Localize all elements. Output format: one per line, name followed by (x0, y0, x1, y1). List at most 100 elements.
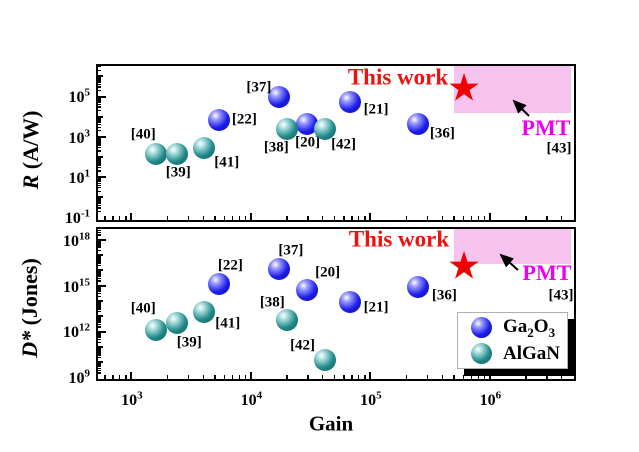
legend-item-ga2o3: Ga2O3 (458, 317, 567, 339)
y-minor-tick (98, 243, 101, 246)
y-minor-tick (98, 259, 101, 261)
y-minor-tick (98, 100, 101, 102)
x-minor-tick (333, 216, 336, 220)
x-minor-tick (214, 216, 216, 220)
this-work-label-bottom: This work (348, 226, 450, 252)
x-minor-tick (119, 375, 121, 379)
x-minor-tick (483, 216, 486, 220)
x-minor-tick (286, 216, 288, 220)
data-point-ga2o3 (407, 275, 430, 298)
y-minor-tick (98, 190, 101, 192)
x-minor-tick (231, 375, 234, 379)
y-minor-tick (98, 260, 101, 262)
x-axis-title: Gain (308, 411, 354, 436)
x-minor-tick (307, 375, 309, 379)
ref-label: [42] (331, 136, 357, 153)
data-point-ga2o3 (407, 112, 430, 135)
y-minor-tick (98, 234, 101, 236)
ga2o3-marker-icon (471, 317, 492, 339)
y-minor-tick (98, 354, 101, 356)
x-tick (369, 213, 372, 220)
y-minor-tick (98, 333, 101, 335)
ref-label: [39] (165, 164, 191, 181)
y-minor-tick (98, 101, 101, 104)
data-point-algan (313, 117, 336, 140)
ref-label: [20] (315, 264, 341, 281)
legend: Ga2O3 AlGaN (457, 312, 568, 369)
y-minor-tick (98, 204, 101, 207)
data-point-ga2o3 (295, 112, 318, 135)
y-tick (98, 115, 103, 118)
data-point-algan (192, 300, 215, 323)
x-tick-label: 106 (479, 390, 502, 410)
x-minor-tick (166, 375, 168, 379)
y-tick (98, 361, 103, 364)
this-work-star-icon-top: ★ (446, 67, 482, 110)
data-point-ga2o3 (267, 258, 290, 281)
y-minor-tick (98, 323, 101, 325)
x-tick (130, 213, 133, 220)
data-point-algan (192, 136, 215, 159)
y-minor-tick (98, 280, 101, 282)
y-minor-tick (98, 160, 101, 163)
y-minor-tick (98, 274, 101, 276)
data-point-algan (313, 349, 336, 371)
x-minor-tick (223, 216, 226, 220)
y-tick (98, 176, 106, 179)
y-minor-tick (98, 187, 101, 189)
y-minor-tick (98, 83, 101, 86)
y-minor-tick (98, 347, 101, 350)
data-point-ga2o3 (339, 290, 362, 313)
x-minor-tick (351, 216, 353, 220)
pmt-label-bottom: PMT (522, 260, 572, 285)
y-minor-tick (98, 287, 101, 289)
y-minor-tick (98, 142, 101, 144)
y-minor-tick (98, 86, 101, 88)
x-minor-tick (477, 375, 479, 379)
y-minor-tick (98, 89, 101, 92)
this-work-star-icon-bottom: ★ (446, 245, 482, 288)
y-minor-tick (98, 275, 101, 278)
x-minor-tick (322, 375, 324, 379)
x-minor-tick (104, 216, 106, 220)
x-minor-tick (223, 375, 226, 379)
x-minor-tick (470, 216, 473, 220)
y-minor-tick (98, 320, 101, 322)
x-minor-tick (231, 216, 234, 220)
x-minor-tick (187, 375, 190, 379)
y-minor-tick (98, 366, 101, 368)
y-minor-tick (98, 289, 101, 291)
x-minor-tick (358, 216, 360, 220)
legend-item-algan: AlGaN (458, 342, 567, 364)
y-minor-tick (98, 109, 101, 112)
y-minor-tick (98, 362, 101, 365)
x-minor-tick (286, 375, 288, 379)
y-minor-tick (98, 106, 101, 108)
y-minor-tick (98, 338, 101, 341)
y-axis-title-bottom: D* (Jones) (17, 258, 43, 358)
y-minor-tick (98, 352, 101, 354)
y-minor-tick (98, 317, 101, 319)
y-minor-tick (98, 158, 101, 160)
y-minor-tick (98, 363, 101, 366)
x-tick (249, 372, 252, 379)
y-minor-tick (98, 334, 101, 336)
x-minor-tick (462, 216, 465, 220)
ref-label: [38] (263, 139, 289, 156)
x-minor-tick (125, 375, 127, 379)
x-minor-tick (119, 216, 121, 220)
ref-label: [36] (431, 287, 457, 304)
pmt-ref-label-bottom: [43] (548, 287, 574, 304)
y-minor-tick (98, 170, 101, 172)
y-tick (98, 135, 106, 138)
y-minor-tick (98, 130, 101, 132)
y-minor-tick (98, 119, 101, 121)
x-minor-tick (477, 216, 479, 220)
y-tick (98, 330, 106, 333)
x-tick-label: 103 (121, 390, 143, 410)
x-minor-tick (364, 375, 366, 379)
y-minor-tick (98, 242, 101, 244)
x-minor-tick (238, 216, 240, 220)
x-minor-tick (244, 216, 247, 220)
